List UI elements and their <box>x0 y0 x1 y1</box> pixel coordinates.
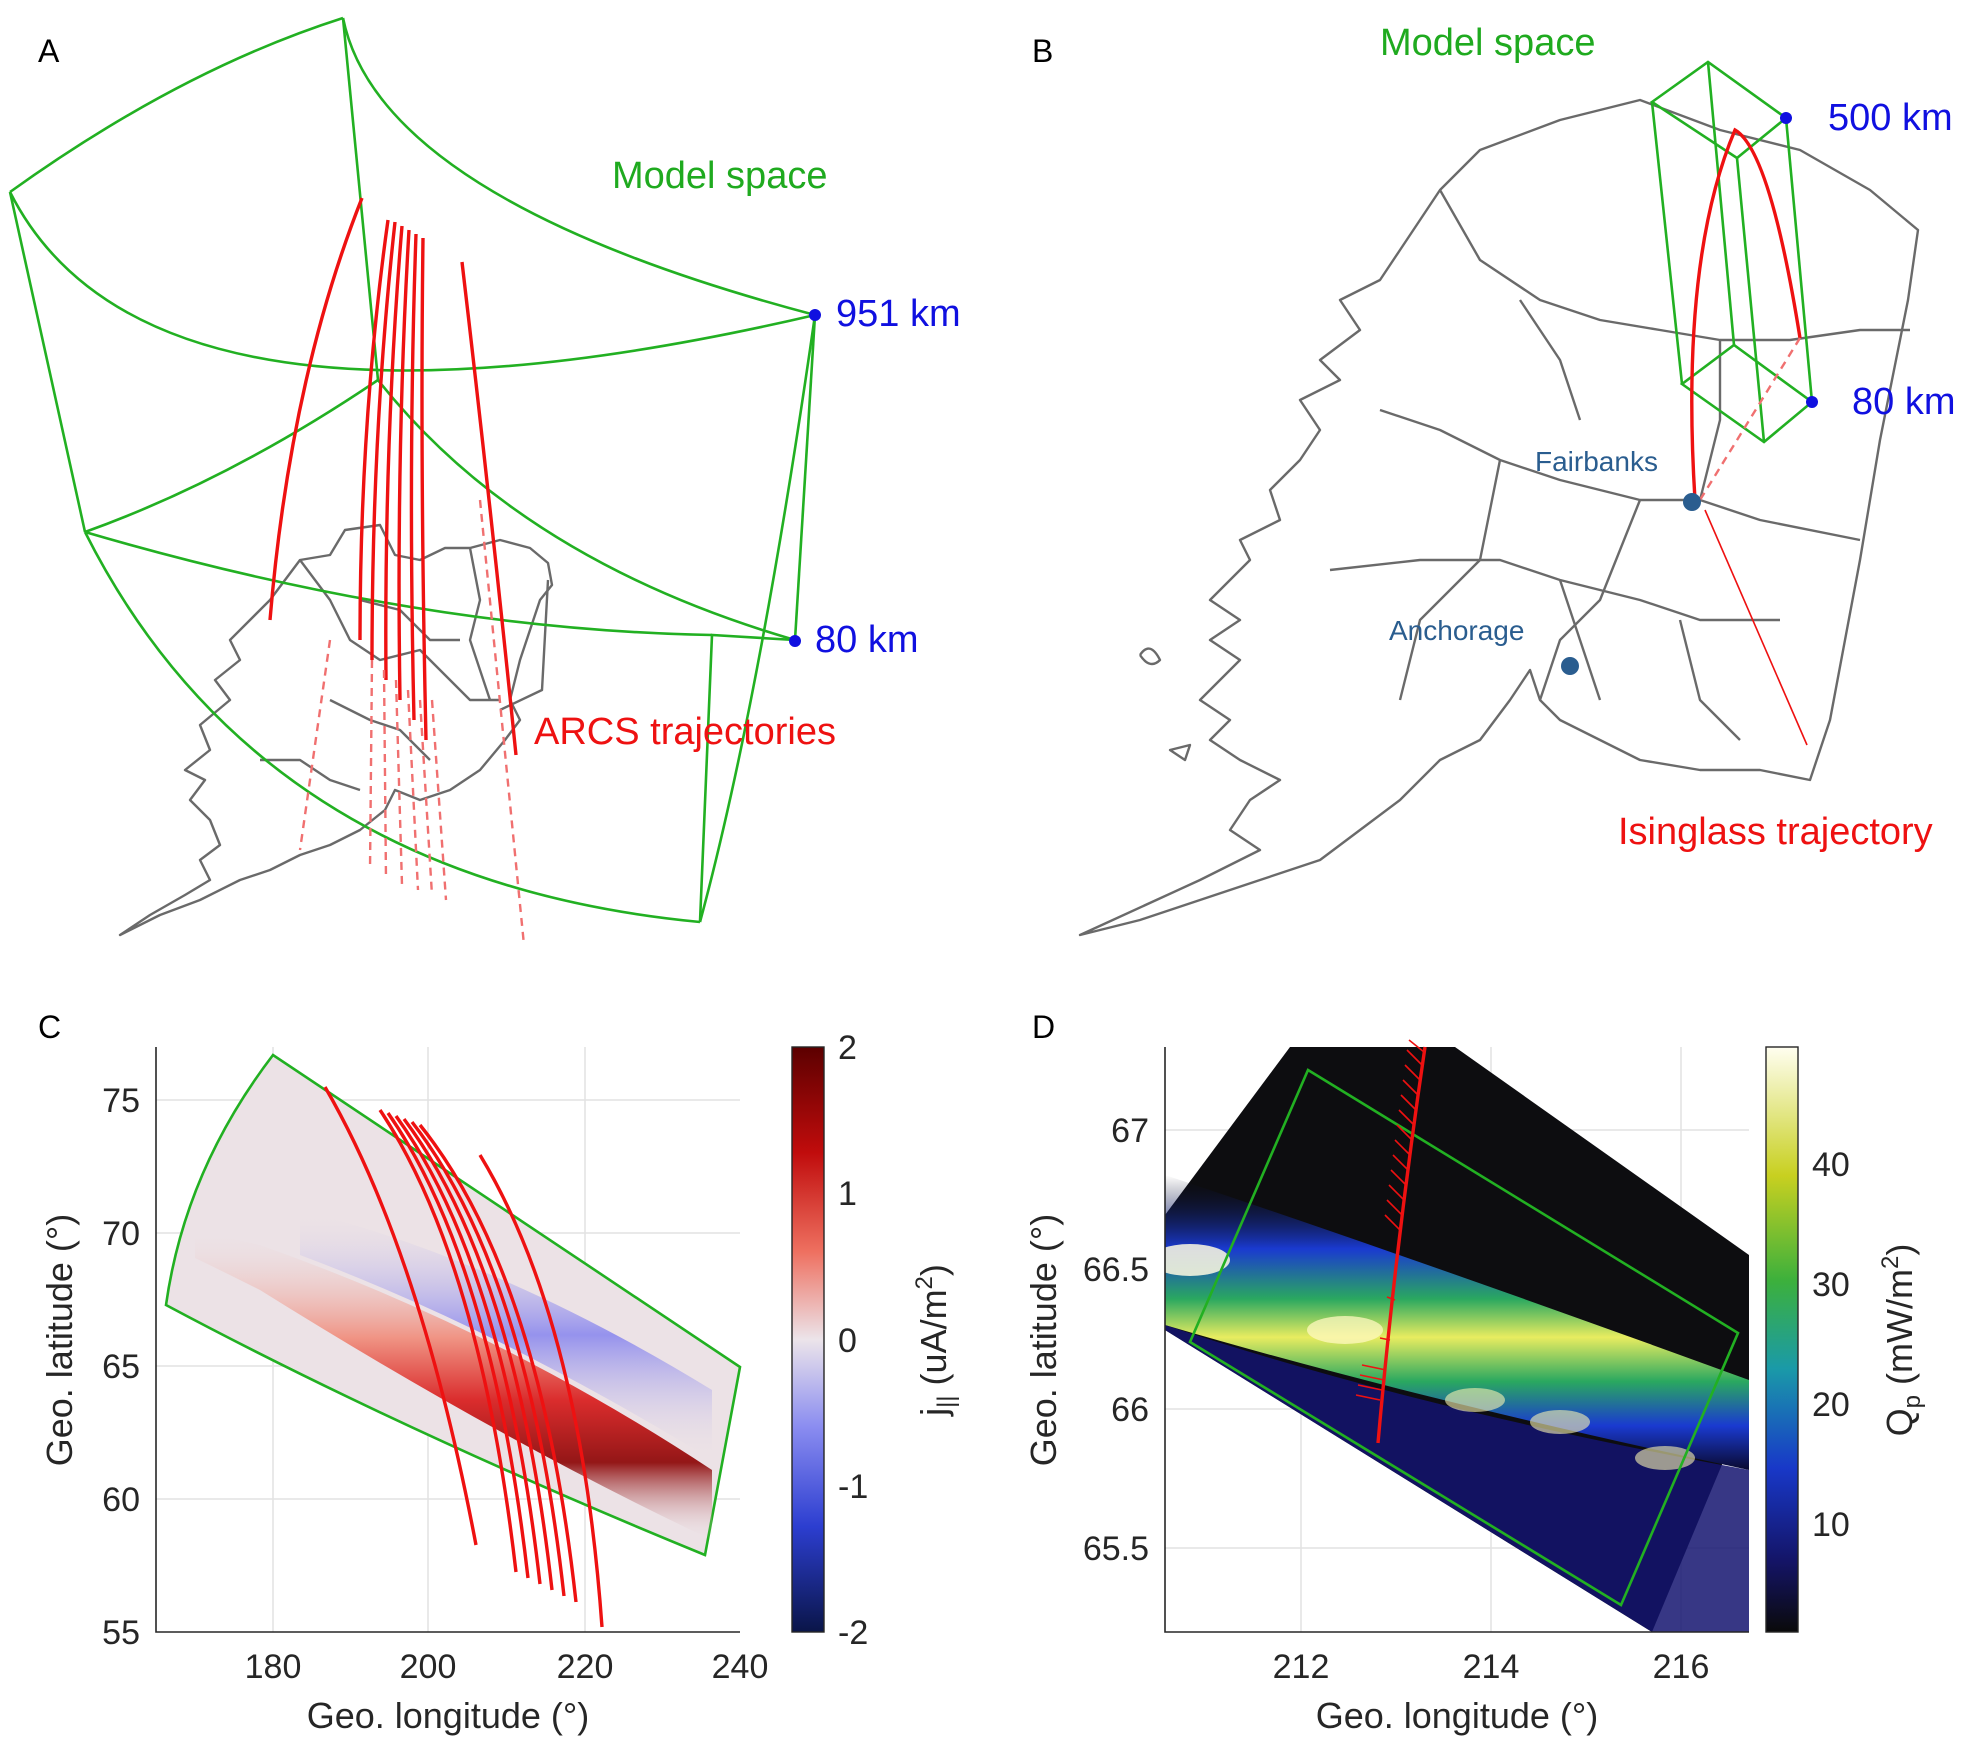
panel-c-trajectory-6 <box>410 1120 566 1597</box>
fairbanks-marker <box>1683 493 1701 511</box>
panel-d-trajectory-line <box>1376 1046 1427 1444</box>
panel-b-letter: B <box>1032 33 1053 69</box>
panel-b-model-space-box <box>1649 60 1815 444</box>
panel-d-colorbar: 40 30 20 10 Qp (mW/m2) <box>1765 1046 1926 1633</box>
panel-b-trajectory <box>1690 127 1808 746</box>
panel-c-cbar-tick-m1: -1 <box>838 1468 868 1506</box>
panel-c-ytick-55: 55 <box>102 1614 140 1652</box>
panel-c-xtick-240: 240 <box>712 1648 769 1686</box>
panel-a: A <box>8 16 961 946</box>
panel-c-trajectory-4 <box>394 1115 542 1585</box>
panel-c-colorbar: 2 1 0 -1 -2 j|| (uA/m2) <box>791 1029 960 1652</box>
panel-c-trajectory-7 <box>418 1123 578 1603</box>
panel-c-xtick-180: 180 <box>245 1648 302 1686</box>
panel-c-ylabel: Geo. latitude (°) <box>39 1214 80 1467</box>
panel-d-ytick-66-5: 66.5 <box>1083 1251 1149 1289</box>
panel-c-trajectory-1 <box>323 1086 478 1546</box>
panel-c-heatmap <box>164 1053 742 1557</box>
panel-c-xtick-200: 200 <box>400 1648 457 1686</box>
panel-c-xlabel: Geo. longitude (°) <box>307 1695 590 1736</box>
panel-b-bottom-altitude-marker <box>1806 396 1818 408</box>
panel-d-cbar-tick-20: 20 <box>1812 1386 1850 1424</box>
panel-d-letter: D <box>1032 1009 1055 1045</box>
panel-d-peak-5 <box>1635 1446 1695 1470</box>
panel-d-peak-1 <box>1165 1244 1230 1276</box>
panel-c-xtick-220: 220 <box>557 1648 614 1686</box>
panel-c-axes: 180 200 220 240 55 60 65 70 75 Geo. long… <box>39 1047 768 1736</box>
panel-a-model-space-label: Model space <box>612 155 827 197</box>
panel-c-ytick-70: 70 <box>102 1215 140 1253</box>
panel-b-top-altitude-marker <box>1780 112 1792 124</box>
panel-d-heatmap <box>1165 1047 1749 1632</box>
panel-d-peak-3 <box>1445 1388 1505 1412</box>
panel-b-alaska-map <box>1078 98 1920 937</box>
panel-c-trajectory-8 <box>478 1154 604 1628</box>
panel-d-cbar-tick-30: 30 <box>1812 1266 1850 1304</box>
panel-b-top-altitude-label: 500 km <box>1828 97 1953 139</box>
panel-d-xlabel: Geo. longitude (°) <box>1316 1695 1599 1736</box>
panel-c-colorbar-label: j|| (uA/m2) <box>911 1264 960 1417</box>
panel-c-colorbar-gradient <box>791 1046 825 1633</box>
panel-d-colorbar-gradient <box>1765 1046 1799 1633</box>
fairbanks-label: Fairbanks <box>1535 446 1658 477</box>
panel-c: C 180 200 <box>38 1009 960 1736</box>
panel-d-trajectory <box>1355 1039 1427 1444</box>
panel-c-trajectory-3 <box>386 1112 530 1579</box>
panel-d-ytick-65-5: 65.5 <box>1083 1530 1149 1568</box>
panel-b-bottom-altitude-label: 80 km <box>1852 381 1955 423</box>
panel-a-alaska-map <box>118 523 554 937</box>
panel-c-cbar-tick-2: 2 <box>838 1029 857 1067</box>
panel-d-cbar-tick-10: 10 <box>1812 1506 1850 1544</box>
panel-c-ytick-75: 75 <box>102 1082 140 1120</box>
panel-a-top-altitude-label: 951 km <box>836 293 961 335</box>
panel-c-cbar-tick-m2: -2 <box>838 1614 868 1652</box>
panel-d-poynting-band <box>1165 1175 1749 1470</box>
panel-a-top-altitude-marker <box>809 309 821 321</box>
panel-d-xtick-212: 212 <box>1273 1648 1330 1686</box>
panel-c-ytick-65: 65 <box>102 1348 140 1386</box>
panel-c-trajectory-2 <box>378 1109 518 1573</box>
panel-b-trajectory-label: Isinglass trajectory <box>1618 811 1933 853</box>
panel-a-trajectory-label: ARCS trajectories <box>534 711 836 753</box>
panel-b: B <box>1032 22 1955 937</box>
panel-d-lower-region <box>1165 1325 1749 1632</box>
anchorage-marker <box>1561 657 1579 675</box>
panel-d-model-box <box>1188 1068 1740 1607</box>
panel-d-peak-2 <box>1307 1316 1383 1344</box>
panel-d-colorbar-label: Qp (mW/m2) <box>1877 1244 1926 1437</box>
panel-c-letter: C <box>38 1009 61 1045</box>
panel-c-cbar-tick-1: 1 <box>838 1175 857 1213</box>
panel-d-peak-4 <box>1530 1410 1590 1434</box>
panel-a-bottom-altitude-label: 80 km <box>815 619 918 661</box>
panel-d-ylabel: Geo. latitude (°) <box>1023 1214 1064 1467</box>
panel-d-xtick-214: 214 <box>1463 1648 1520 1686</box>
panel-c-trajectory-5 <box>402 1117 554 1591</box>
panel-c-cbar-tick-0: 0 <box>838 1322 857 1360</box>
panel-c-downward-current-band <box>300 1210 712 1460</box>
anchorage-label: Anchorage <box>1389 615 1524 646</box>
panel-d: D 212 214 2 <box>1023 1009 1926 1736</box>
panel-b-model-space-label: Model space <box>1380 22 1595 64</box>
panel-d-ytick-66: 66 <box>1111 1391 1149 1429</box>
panel-a-bottom-altitude-marker <box>789 635 801 647</box>
panel-a-letter: A <box>38 33 60 69</box>
panel-a-trajectories <box>268 197 526 946</box>
panel-d-cbar-tick-40: 40 <box>1812 1146 1850 1184</box>
panel-d-ytick-67: 67 <box>1111 1112 1149 1150</box>
panel-d-xtick-216: 216 <box>1653 1648 1710 1686</box>
panel-c-trajectories <box>323 1086 604 1628</box>
panel-d-axes: 212 214 216 67 66.5 66 65.5 Geo. longitu… <box>1023 1047 1749 1736</box>
panel-c-ytick-60: 60 <box>102 1481 140 1519</box>
panel-d-trajectory-vectors <box>1355 1039 1425 1401</box>
